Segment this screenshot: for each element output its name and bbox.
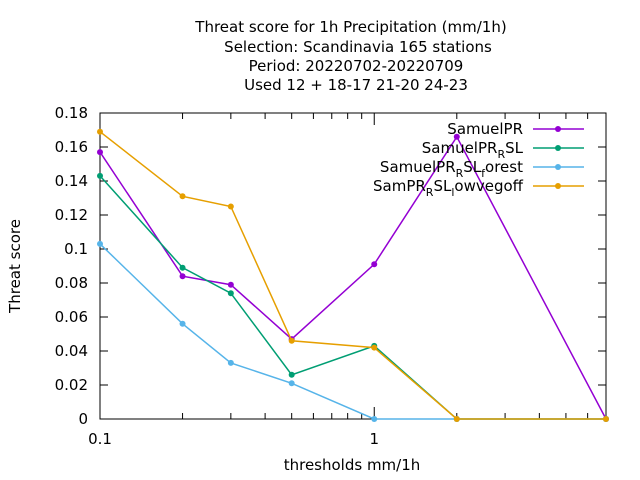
data-point bbox=[97, 149, 103, 156]
data-point bbox=[453, 416, 460, 422]
legend-text-part: SamuelPR bbox=[380, 158, 456, 176]
plot-area-border bbox=[99, 112, 607, 420]
series-layer bbox=[97, 128, 609, 422]
legend-swatch-point bbox=[555, 126, 561, 132]
data-point bbox=[288, 371, 295, 378]
data-point bbox=[227, 359, 234, 366]
legend-text-part: SamuelPR bbox=[422, 139, 498, 157]
x-axis-label: thresholds mm/1h bbox=[284, 456, 421, 474]
data-point bbox=[453, 133, 460, 140]
legend-text-part: f bbox=[481, 167, 486, 180]
data-point bbox=[371, 416, 378, 422]
legend-text-part: R bbox=[456, 167, 464, 180]
y-axis-label: Threat score bbox=[6, 219, 24, 314]
y-tick-label: 0.18 bbox=[55, 104, 88, 122]
y-tick-label: 0 bbox=[78, 410, 88, 428]
title-line-1: Threat score for 1h Precipitation (mm/1h… bbox=[194, 18, 506, 36]
data-point bbox=[227, 281, 234, 288]
y-tick-label: 0.06 bbox=[55, 308, 88, 326]
title-line-2: Selection: Scandinavia 165 stations bbox=[224, 38, 492, 56]
data-point bbox=[179, 273, 186, 280]
data-point bbox=[603, 416, 609, 422]
data-point bbox=[179, 193, 186, 200]
y-tick-label: 0.14 bbox=[55, 172, 88, 190]
legend-text-part: SamuelPR bbox=[447, 120, 523, 138]
legend-text-part: owvegoff bbox=[454, 177, 523, 195]
legend-swatch-point bbox=[555, 164, 561, 170]
y-tick-label: 0.16 bbox=[55, 138, 88, 156]
legend-text-part: orest bbox=[485, 158, 523, 176]
x-tick-label: 1 bbox=[369, 430, 379, 448]
legend-label: SamPRRSLlowvegoff bbox=[373, 177, 524, 199]
data-point bbox=[97, 240, 103, 247]
x-axis-ticks: 0.1 1 bbox=[88, 113, 607, 448]
y-tick-label: 0.02 bbox=[55, 376, 88, 394]
data-point bbox=[179, 320, 186, 327]
legend-swatch-point bbox=[555, 183, 561, 189]
legend-text-part: l bbox=[451, 186, 454, 199]
data-point bbox=[371, 344, 378, 351]
data-point bbox=[97, 128, 103, 135]
series-2 bbox=[97, 240, 609, 422]
legend-label: SamuelPRRSLforest bbox=[380, 158, 523, 180]
y-tick-label: 0.04 bbox=[55, 342, 88, 360]
legend-text-part: SL bbox=[463, 158, 482, 176]
series-0 bbox=[97, 133, 609, 422]
legend-label: SamuelPR bbox=[447, 120, 523, 138]
data-point bbox=[227, 290, 234, 297]
legend: SamuelPRSamuelPRRSLSamuelPRRSLforestSamP… bbox=[373, 120, 584, 199]
y-tick-label: 0.12 bbox=[55, 206, 88, 224]
legend-text-part: SamPR bbox=[373, 177, 426, 195]
series-line bbox=[99, 135, 607, 420]
data-point bbox=[371, 261, 378, 268]
data-point bbox=[179, 264, 186, 271]
series-line bbox=[99, 243, 606, 420]
data-point bbox=[97, 172, 103, 179]
legend-swatch-point bbox=[555, 145, 561, 151]
series-3 bbox=[97, 128, 609, 422]
series-line bbox=[99, 175, 606, 420]
x-tick-label: 0.1 bbox=[88, 430, 112, 448]
series-1 bbox=[97, 172, 609, 422]
y-tick-label: 0.1 bbox=[64, 240, 88, 258]
chart-title: Threat score for 1h Precipitation (mm/1h… bbox=[194, 18, 506, 94]
y-axis-ticks: 0 0.02 0.04 0.06 0.08 0.1 0.12 0.14 0.16 0.18 bbox=[55, 104, 606, 428]
title-line-3: Period: 20220702-20220709 bbox=[249, 57, 464, 75]
legend-text-part: SL bbox=[433, 177, 452, 195]
legend-text-part: R bbox=[497, 148, 505, 161]
data-point bbox=[288, 380, 295, 387]
title-line-4: Used 12 + 18-17 21-20 24-23 bbox=[244, 76, 468, 94]
data-point bbox=[227, 203, 234, 210]
legend-text-part: R bbox=[426, 186, 434, 199]
data-point bbox=[288, 337, 295, 344]
legend-label: SamuelPRRSL bbox=[422, 139, 524, 161]
y-tick-label: 0.08 bbox=[55, 274, 88, 292]
legend-text-part: SL bbox=[505, 139, 524, 157]
